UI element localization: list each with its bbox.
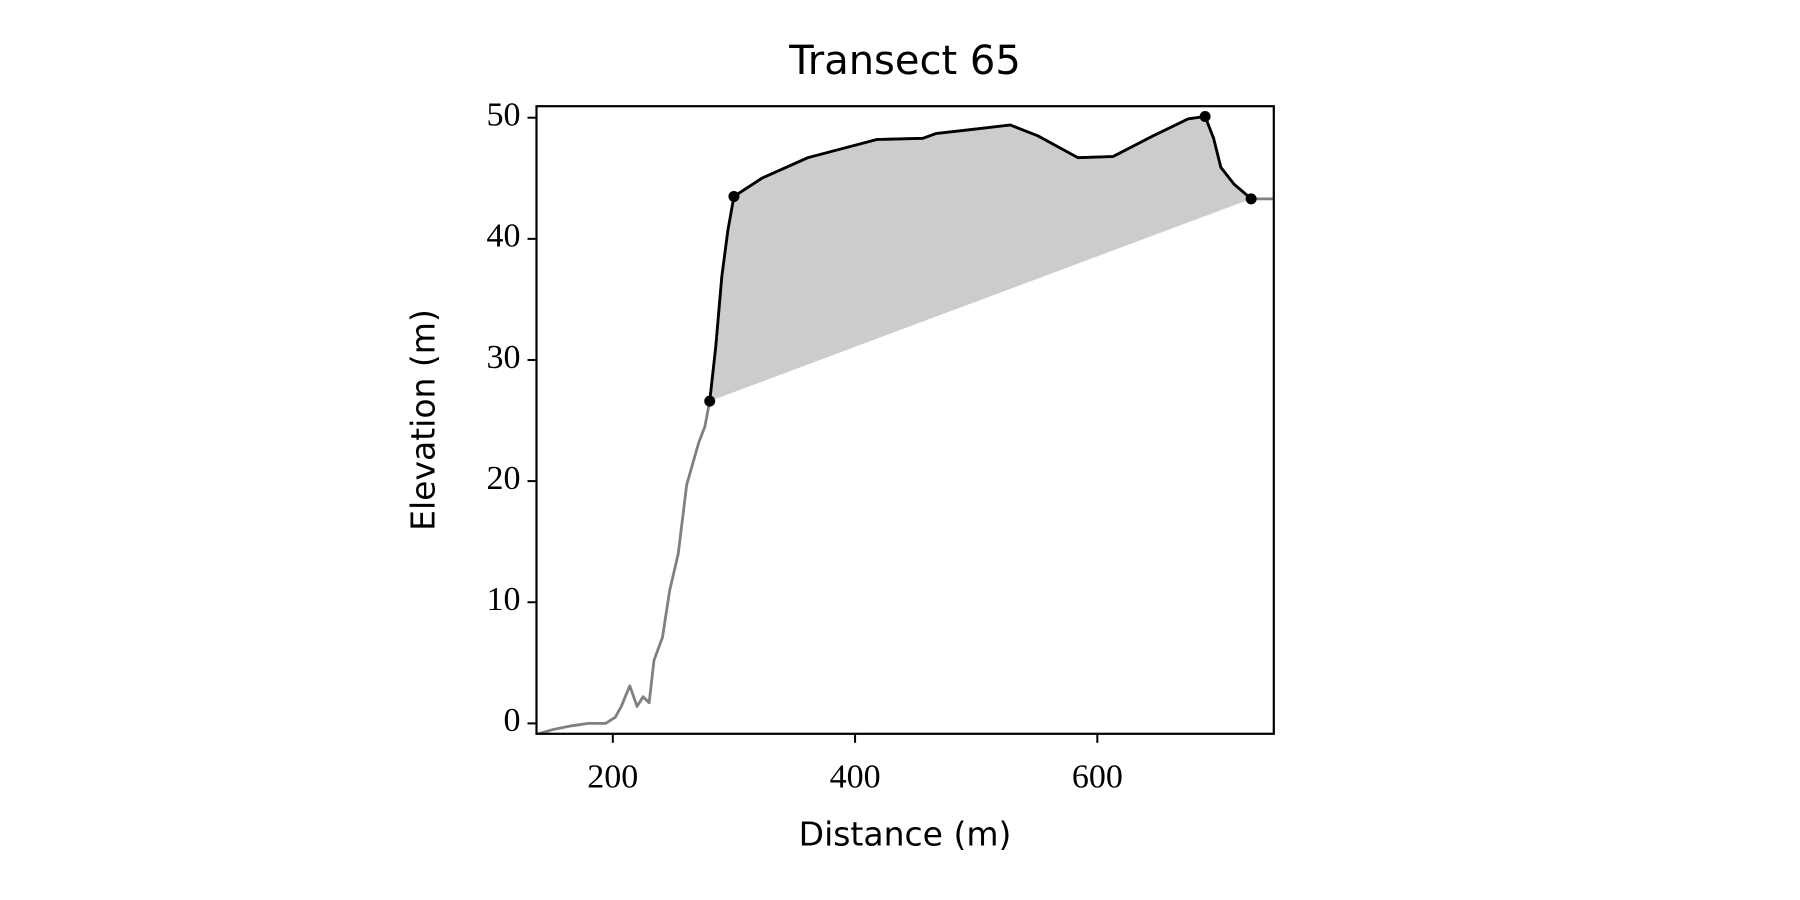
marker — [728, 190, 740, 202]
plot-frame — [535, 105, 1275, 735]
x-tick-label: 400 — [830, 759, 881, 796]
y-tick-label: 50 — [487, 97, 521, 134]
chart-title: Transect 65 — [788, 38, 1021, 84]
y-tick-label: 30 — [487, 339, 521, 376]
y-tick-label: 40 — [487, 218, 521, 255]
profile-line — [708, 115, 1253, 402]
marker — [704, 395, 716, 407]
x-axis-label: Distance (m) — [799, 815, 1012, 854]
y-axis-label: Elevation (m) — [404, 309, 443, 531]
x-tick-label: 200 — [587, 759, 638, 796]
marker — [1245, 193, 1257, 205]
y-tick-label: 0 — [504, 702, 521, 739]
cliff-area — [709, 116, 1252, 402]
y-tick-label: 10 — [487, 581, 521, 618]
marker — [1199, 110, 1211, 122]
y-tick-label: 20 — [487, 460, 521, 497]
x-tick-label: 600 — [1072, 759, 1123, 796]
